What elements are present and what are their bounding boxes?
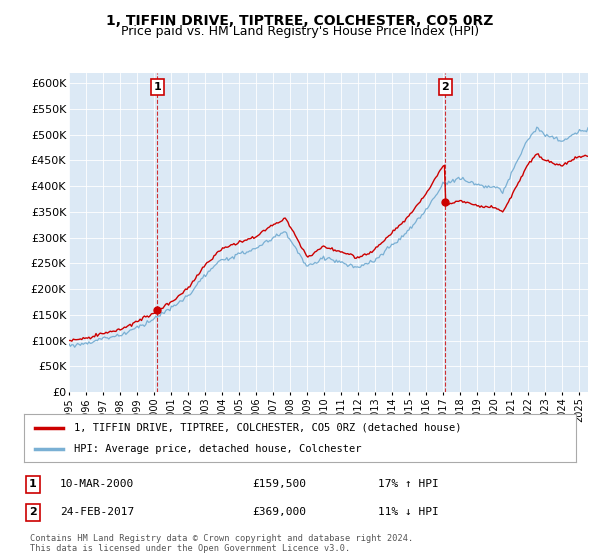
Text: 2: 2: [442, 82, 449, 92]
Text: HPI: Average price, detached house, Colchester: HPI: Average price, detached house, Colc…: [74, 444, 361, 454]
Text: Price paid vs. HM Land Registry's House Price Index (HPI): Price paid vs. HM Land Registry's House …: [121, 25, 479, 38]
Text: 1: 1: [154, 82, 161, 92]
Text: 2: 2: [29, 507, 37, 517]
Text: £159,500: £159,500: [252, 479, 306, 489]
Text: 10-MAR-2000: 10-MAR-2000: [60, 479, 134, 489]
Text: 1, TIFFIN DRIVE, TIPTREE, COLCHESTER, CO5 0RZ: 1, TIFFIN DRIVE, TIPTREE, COLCHESTER, CO…: [106, 14, 494, 28]
Text: £369,000: £369,000: [252, 507, 306, 517]
Text: 11% ↓ HPI: 11% ↓ HPI: [378, 507, 439, 517]
Text: Contains HM Land Registry data © Crown copyright and database right 2024.
This d: Contains HM Land Registry data © Crown c…: [30, 534, 413, 553]
Text: 17% ↑ HPI: 17% ↑ HPI: [378, 479, 439, 489]
Text: 1, TIFFIN DRIVE, TIPTREE, COLCHESTER, CO5 0RZ (detached house): 1, TIFFIN DRIVE, TIPTREE, COLCHESTER, CO…: [74, 423, 461, 433]
Text: 1: 1: [29, 479, 37, 489]
Text: 24-FEB-2017: 24-FEB-2017: [60, 507, 134, 517]
